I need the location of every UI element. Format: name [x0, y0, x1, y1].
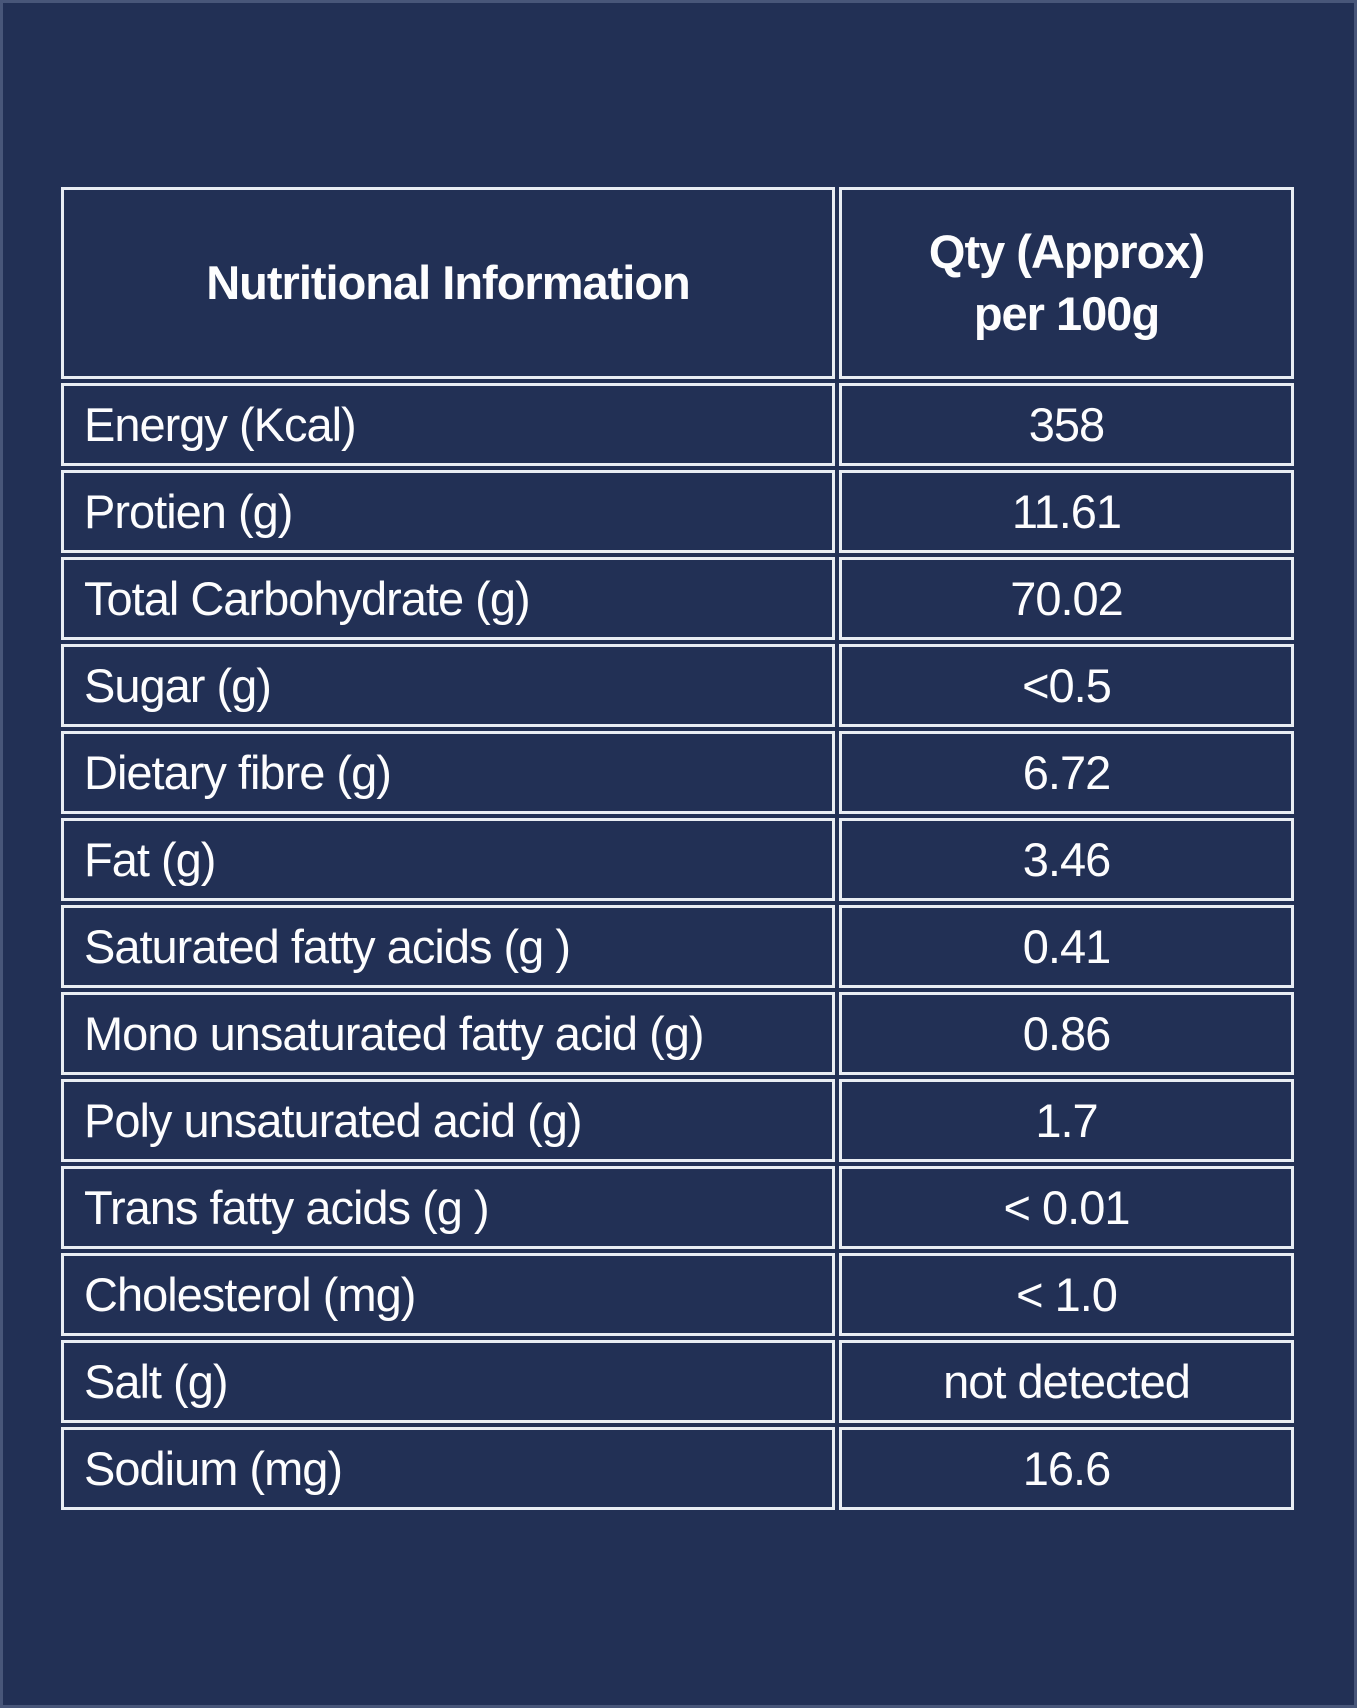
- table-row: Salt (g) not detected: [61, 1340, 1294, 1423]
- nutrient-value: < 1.0: [839, 1253, 1294, 1336]
- header-qty-per-100g: Qty (Approx) per 100g: [839, 187, 1294, 379]
- header-col2-line1: Qty (Approx): [928, 224, 1205, 278]
- nutrient-value: 11.61: [839, 470, 1294, 553]
- nutrient-label: Mono unsaturated fatty acid (g): [61, 992, 835, 1075]
- nutrient-value: 1.7: [839, 1079, 1294, 1162]
- nutrient-label: Poly unsaturated acid (g): [61, 1079, 835, 1162]
- table-row: Sugar (g) <0.5: [61, 644, 1294, 727]
- nutrient-label: Saturated fatty acids (g ): [61, 905, 835, 988]
- nutrient-label: Sugar (g): [61, 644, 835, 727]
- nutrient-value: < 0.01: [839, 1166, 1294, 1249]
- nutrient-label: Trans fatty acids (g ): [61, 1166, 835, 1249]
- nutrient-value: 3.46: [839, 818, 1294, 901]
- table-row: Cholesterol (mg) < 1.0: [61, 1253, 1294, 1336]
- nutrient-value: 358: [839, 383, 1294, 466]
- table-row: Protien (g) 11.61: [61, 470, 1294, 553]
- nutrient-value: 0.41: [839, 905, 1294, 988]
- nutrient-value: 70.02: [839, 557, 1294, 640]
- table-row: Mono unsaturated fatty acid (g) 0.86: [61, 992, 1294, 1075]
- nutrient-label: Energy (Kcal): [61, 383, 835, 466]
- nutrient-label: Dietary fibre (g): [61, 731, 835, 814]
- table-row: Total Carbohydrate (g) 70.02: [61, 557, 1294, 640]
- table-row: Fat (g) 3.46: [61, 818, 1294, 901]
- nutrient-value: 6.72: [839, 731, 1294, 814]
- table-header-row: Nutritional Information Qty (Approx) per…: [61, 187, 1294, 379]
- nutrient-value: 16.6: [839, 1427, 1294, 1510]
- header-col1-text: Nutritional Information: [206, 255, 691, 309]
- table-row: Energy (Kcal) 358: [61, 383, 1294, 466]
- nutrient-value: not detected: [839, 1340, 1294, 1423]
- header-col2-line2: per 100g: [973, 287, 1160, 340]
- nutrient-value: <0.5: [839, 644, 1294, 727]
- table-row: Poly unsaturated acid (g) 1.7: [61, 1079, 1294, 1162]
- nutrient-value: 0.86: [839, 992, 1294, 1075]
- nutrition-table: Nutritional Information Qty (Approx) per…: [57, 183, 1298, 1514]
- nutrient-label: Fat (g): [61, 818, 835, 901]
- nutrient-label: Total Carbohydrate (g): [61, 557, 835, 640]
- table-row: Dietary fibre (g) 6.72: [61, 731, 1294, 814]
- table-row: Trans fatty acids (g ) < 0.01: [61, 1166, 1294, 1249]
- nutrient-label: Cholesterol (mg): [61, 1253, 835, 1336]
- nutrient-label: Sodium (mg): [61, 1427, 835, 1510]
- header-nutritional-information: Nutritional Information: [61, 187, 835, 379]
- table-row: Sodium (mg) 16.6: [61, 1427, 1294, 1510]
- nutrient-label: Salt (g): [61, 1340, 835, 1423]
- table-row: Saturated fatty acids (g ) 0.41: [61, 905, 1294, 988]
- nutrient-label: Protien (g): [61, 470, 835, 553]
